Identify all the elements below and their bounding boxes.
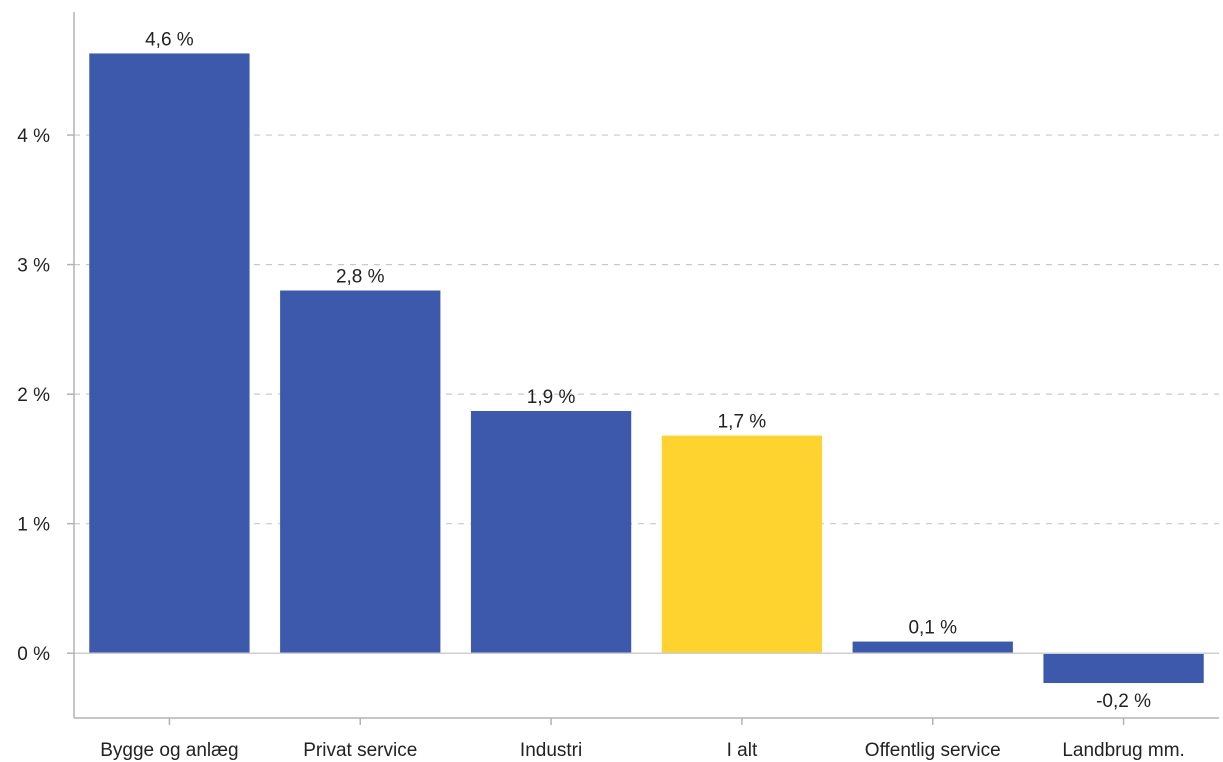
category-label: Bygge og anlæg <box>100 740 238 761</box>
bar-4 <box>852 641 1013 654</box>
bar-1 <box>280 290 441 654</box>
y-tick-label: 0 % <box>17 644 50 665</box>
labels: 0 % 1 % 2 % 3 % 4 % 4,6 % Bygge og anlæg 2,8 % P… <box>17 29 1185 761</box>
data-label: 1,7 % <box>718 412 767 433</box>
y-tick-label: 4 % <box>17 126 50 147</box>
y-tick-label: 3 % <box>17 256 50 277</box>
data-label: -0,2 % <box>1096 691 1151 712</box>
bar-5 <box>1043 653 1204 684</box>
category-label: Landbrug mm. <box>1062 740 1185 761</box>
data-label: 2,8 % <box>336 267 385 288</box>
data-label: 4,6 % <box>145 29 194 50</box>
category-label: Privat service <box>303 740 417 761</box>
bar-2 <box>470 410 632 654</box>
category-label: Industri <box>520 740 582 761</box>
category-label: Offentlig service <box>865 740 1001 761</box>
category-label: I alt <box>727 740 758 761</box>
axes <box>67 12 1219 725</box>
y-tick-label: 1 % <box>17 515 50 536</box>
bars <box>89 53 1204 684</box>
data-label: 1,9 % <box>527 387 576 408</box>
y-tick-label: 2 % <box>17 385 50 406</box>
data-label: 0,1 % <box>908 618 957 639</box>
bar-3 <box>661 435 823 654</box>
bar-0 <box>89 53 250 654</box>
